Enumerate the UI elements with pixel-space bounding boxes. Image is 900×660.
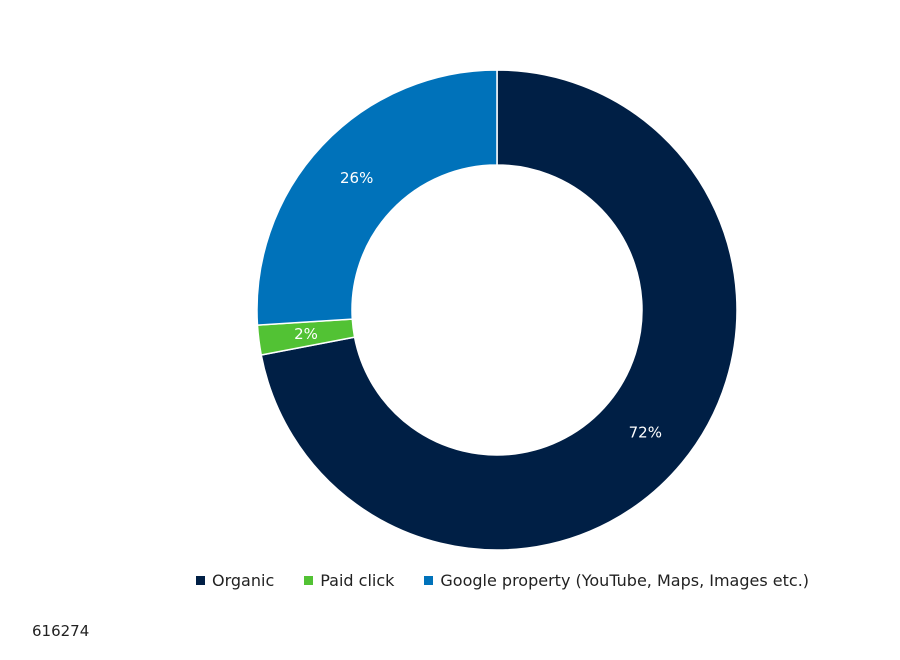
donut-value-labels: 72% 2% 26% bbox=[294, 169, 662, 441]
legend-label: Organic bbox=[212, 571, 275, 590]
donut-slices bbox=[256, 69, 738, 551]
legend-item-google-property-youtube-maps-images-etc: Google property (YouTube, Maps, Images e… bbox=[424, 571, 809, 590]
legend-swatch bbox=[196, 576, 205, 585]
legend-label: Paid click bbox=[320, 571, 395, 590]
value-label-organic: 72% bbox=[629, 424, 662, 442]
value-label-google-property-youtube-maps-images-etc: 26% bbox=[340, 169, 373, 187]
legend-item-organic: Organic bbox=[196, 571, 274, 590]
chart-legend: Organic Paid click Google property (YouTub… bbox=[196, 571, 839, 590]
chart-id: 616274 bbox=[32, 622, 90, 640]
slice-google-property-youtube-maps-images-etc bbox=[256, 69, 498, 326]
legend-swatch bbox=[304, 576, 314, 585]
slice-organic bbox=[260, 69, 738, 551]
value-label-paid-click: 2% bbox=[294, 325, 318, 343]
legend-item-paid-click: Paid click bbox=[304, 571, 394, 590]
legend-swatch bbox=[424, 576, 434, 585]
legend-label: Google property (YouTube, Maps, Images e… bbox=[440, 571, 810, 590]
